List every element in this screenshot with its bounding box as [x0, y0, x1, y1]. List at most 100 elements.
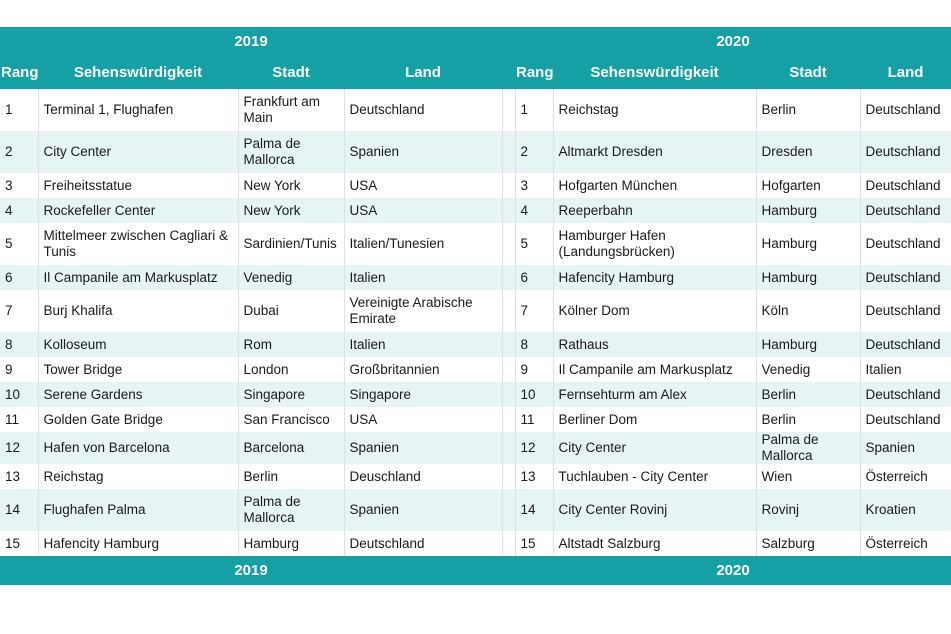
- cell-2020-rank: 11: [515, 407, 554, 432]
- ranking-table: 2019 2020 Rang Sehenswürdigkeit Stadt La…: [0, 27, 951, 585]
- cell-2020-country: Kroatien: [860, 489, 951, 531]
- cell-2019-city: San Francisco: [238, 407, 345, 432]
- row-gap: [502, 223, 516, 265]
- cell-2019-sight: Mittelmeer zwischen Cagliari & Tunis: [38, 223, 239, 265]
- table-row: 10 Serene Gardens Singapore Singapore 10 Fern…: [0, 382, 951, 407]
- col-country-2020: Land: [860, 57, 951, 89]
- cell-2019-sight: City Center: [38, 131, 239, 173]
- cell-2020-rank: 5: [515, 223, 554, 265]
- table-row: 11 Golden Gate Bridge San Francisco USA 11 Be…: [0, 407, 951, 432]
- cell-2019-country: Vereinigte Arabische Emirate: [344, 290, 503, 332]
- cell-2020-country: Deutschland: [860, 131, 951, 173]
- cell-2019-sight: Hafen von Barcelona: [38, 432, 239, 464]
- cell-2020-sight: Altstadt Salzburg: [553, 531, 757, 556]
- cell-2019-sight: Serene Gardens: [38, 382, 239, 407]
- cell-2020-city: Palma de Mallorca: [756, 432, 861, 464]
- cell-2019-sight: Freiheitsstatue: [38, 173, 239, 198]
- cell-2020-rank: 13: [515, 464, 554, 489]
- row-gap: [502, 173, 516, 198]
- cell-2019-city: Singapore: [238, 382, 345, 407]
- cell-2019-city: Palma de Mallorca: [238, 131, 345, 173]
- cell-2019-country: USA: [344, 173, 503, 198]
- cell-2020-rank: 15: [515, 531, 554, 556]
- cell-2019-country: Spanien: [344, 432, 503, 464]
- cell-2020-country: Österreich: [860, 464, 951, 489]
- cell-2019-city: Frankfurt am Main: [238, 89, 345, 131]
- cell-2020-sight: Rathaus: [553, 332, 757, 357]
- table-row: 3 Freiheitsstatue New York USA 3 Hofgarten Mü…: [0, 173, 951, 198]
- cell-2019-rank: 10: [0, 382, 39, 407]
- cell-2020-country: Österreich: [860, 531, 951, 556]
- cell-2020-rank: 8: [515, 332, 554, 357]
- row-gap: [502, 357, 516, 382]
- cell-2020-city: Hamburg: [756, 223, 861, 265]
- cell-2019-country: Italien: [344, 265, 503, 290]
- row-gap: [502, 531, 516, 556]
- table-row: 4 Rockefeller Center New York USA 4 Reeperbah…: [0, 198, 951, 223]
- cell-2020-sight: Altmarkt Dresden: [553, 131, 757, 173]
- cell-2020-sight: Il Campanile am Markusplatz: [553, 357, 757, 382]
- cell-2019-country: USA: [344, 407, 503, 432]
- cell-2019-rank: 15: [0, 531, 39, 556]
- cell-2019-country: Spanien: [344, 489, 503, 531]
- cell-2020-sight: Fernsehturm am Alex: [553, 382, 757, 407]
- cell-2019-rank: 1: [0, 89, 39, 131]
- cell-2020-country: Deutschland: [860, 290, 951, 332]
- cell-2019-country: Spanien: [344, 131, 503, 173]
- cell-2020-city: Berlin: [756, 89, 861, 131]
- cell-2020-country: Deutschland: [860, 223, 951, 265]
- cell-2020-sight: Kölner Dom: [553, 290, 757, 332]
- table-row: 9 Tower Bridge London Großbritannien 9 Il Cam…: [0, 357, 951, 382]
- table-body: 1 Terminal 1, Flughafen Frankfurt am Main D…: [0, 89, 951, 556]
- cell-2020-city: Wien: [756, 464, 861, 489]
- row-gap: [502, 332, 516, 357]
- cell-2019-rank: 11: [0, 407, 39, 432]
- cell-2019-city: Dubai: [238, 290, 345, 332]
- cell-2020-rank: 14: [515, 489, 554, 531]
- cell-2019-country: Singapore: [344, 382, 503, 407]
- cell-2020-city: Hamburg: [756, 265, 861, 290]
- cell-2020-country: Deutschland: [860, 173, 951, 198]
- cell-2019-rank: 6: [0, 265, 39, 290]
- cell-2020-rank: 9: [515, 357, 554, 382]
- cell-2020-city: Hamburg: [756, 332, 861, 357]
- cell-2020-sight: Reichstag: [553, 89, 757, 131]
- cell-2019-city: London: [238, 357, 345, 382]
- cell-2020-city: Rovinj: [756, 489, 861, 531]
- cell-2020-country: Deutschland: [860, 382, 951, 407]
- cell-2020-rank: 7: [515, 290, 554, 332]
- cell-2019-rank: 14: [0, 489, 39, 531]
- cell-2020-sight: Hamburger Hafen (Landungsbrücken): [553, 223, 757, 265]
- cell-2019-country: Deutschland: [344, 89, 503, 131]
- cell-2019-city: Hamburg: [238, 531, 345, 556]
- cell-2019-city: Barcelona: [238, 432, 345, 464]
- cell-2020-city: Salzburg: [756, 531, 861, 556]
- cell-2020-rank: 10: [515, 382, 554, 407]
- row-gap: [502, 89, 516, 131]
- col-sight-2020: Sehenswürdigkeit: [553, 57, 756, 89]
- row-gap: [502, 432, 516, 464]
- cell-2019-country: Deutschland: [344, 531, 503, 556]
- col-sight-2019: Sehenswürdigkeit: [38, 57, 238, 89]
- cell-2020-rank: 3: [515, 173, 554, 198]
- cell-2019-sight: Rockefeller Center: [38, 198, 239, 223]
- cell-2020-country: Italien: [860, 357, 951, 382]
- cell-2019-rank: 5: [0, 223, 39, 265]
- table-row: 15 Hafencity Hamburg Hamburg Deutschland 15 A…: [0, 531, 951, 556]
- cell-2019-city: Sardinien/Tunis: [238, 223, 345, 265]
- ranking-table-container: 2019 2020 Rang Sehenswürdigkeit Stadt La…: [0, 27, 951, 585]
- cell-2019-city: New York: [238, 198, 345, 223]
- cell-2019-city: Venedig: [238, 265, 345, 290]
- cell-2019-rank: 7: [0, 290, 39, 332]
- year-2020-footer: 2020: [515, 556, 951, 585]
- cell-2020-sight: Hafencity Hamburg: [553, 265, 757, 290]
- cell-2019-rank: 8: [0, 332, 39, 357]
- cell-2019-sight: Flughafen Palma: [38, 489, 239, 531]
- row-gap: [502, 489, 516, 531]
- footer-gap: [502, 556, 515, 585]
- table-row: 2 City Center Palma de Mallorca Spanien 2 Alt…: [0, 131, 951, 173]
- cell-2019-rank: 4: [0, 198, 39, 223]
- table-row: 12 Hafen von Barcelona Barcelona Spanien 12 C…: [0, 432, 951, 464]
- cell-2019-country: Großbritannien: [344, 357, 503, 382]
- table-row: 5 Mittelmeer zwischen Cagliari & Tunis Sar…: [0, 223, 951, 265]
